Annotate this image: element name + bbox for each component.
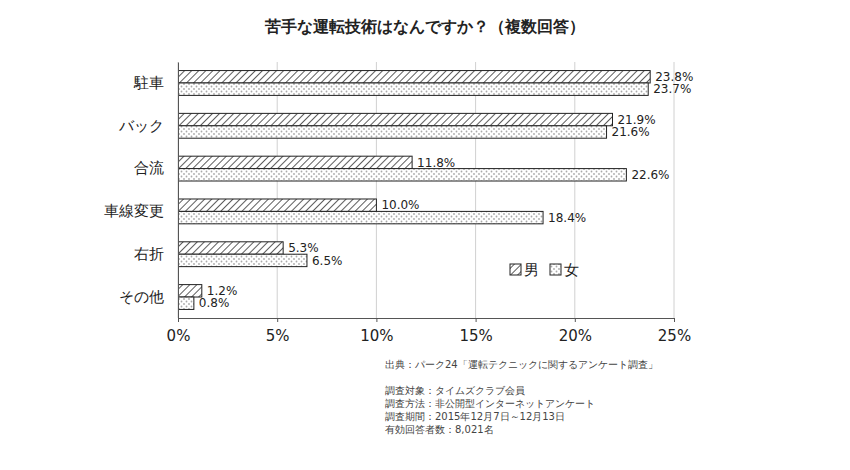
y-tick: 合流	[134, 159, 178, 177]
y-tick-label: 駐車	[133, 74, 164, 92]
y-tick-label: その他	[119, 288, 164, 306]
annotation: 調査期間：2015年12月7日～12月13日	[385, 411, 565, 422]
legend-swatch	[550, 264, 561, 275]
grid-line	[674, 62, 675, 318]
bar	[178, 211, 543, 223]
y-tick-label: 車線変更	[104, 202, 164, 220]
bar	[178, 83, 648, 95]
x-tick-label: 10%	[360, 327, 393, 345]
x-tick: 15%	[459, 318, 492, 345]
x-tick-label: 5%	[266, 327, 290, 345]
y-tick: 右折	[134, 245, 178, 263]
x-tick-mark	[277, 318, 278, 322]
chart: 苦手な運転技術はなんですか？（複数回答）23.8%21.9%11.8%10.0%…	[0, 0, 850, 470]
bar	[178, 199, 376, 211]
y-tick-label: 合流	[134, 159, 164, 177]
bar	[178, 71, 650, 83]
x-axis-line	[179, 318, 675, 319]
bar	[178, 169, 626, 181]
grid	[178, 62, 674, 318]
x-tick-mark	[476, 318, 477, 322]
data-label: 23.7%	[653, 82, 691, 96]
data-label: 21.6%	[612, 125, 650, 139]
bar	[178, 126, 607, 138]
x-tick-mark	[178, 318, 179, 322]
data-label: 0.8%	[199, 296, 230, 310]
legend: 男女	[510, 261, 579, 279]
bars	[178, 71, 650, 310]
bar	[178, 113, 612, 125]
bar	[178, 254, 307, 266]
y-tick: 車線変更	[104, 202, 178, 220]
grid-line	[178, 62, 179, 318]
bar	[178, 297, 194, 309]
data-label: 11.8%	[417, 156, 455, 170]
data-label: 10.0%	[381, 198, 419, 212]
annotations: 出典：パーク24「運転テクニックに関するアンケート調査」調査対象：タイムズクラブ…	[385, 359, 658, 435]
data-label: 6.5%	[312, 254, 343, 268]
data-label: 18.4%	[548, 211, 586, 225]
annotation: 調査方法：非公開型インターネットアンケート	[385, 398, 595, 409]
x-tick-label: 25%	[658, 327, 691, 345]
y-tick-label: バック	[118, 117, 164, 135]
x-tick-mark	[575, 318, 576, 322]
bar	[178, 285, 202, 297]
legend-label: 男	[524, 261, 539, 279]
y-tick: その他	[119, 288, 178, 306]
grid-line	[475, 62, 476, 318]
y-axis: 駐車バック合流車線変更右折その他	[104, 63, 179, 319]
data-labels: 23.8%21.9%11.8%10.0%5.3%1.2%23.7%21.6%22…	[199, 70, 693, 310]
annotation: 出典：パーク24「運転テクニックに関するアンケート調査」	[385, 359, 658, 370]
x-tick: 0%	[167, 318, 191, 345]
bar	[178, 242, 283, 254]
y-axis-line	[178, 63, 179, 319]
bar	[178, 156, 412, 168]
x-tick-mark	[376, 318, 377, 322]
data-label: 22.6%	[631, 168, 669, 182]
x-tick: 10%	[360, 318, 393, 345]
grid-line	[574, 62, 575, 318]
grid-line	[277, 62, 278, 318]
legend-label: 女	[564, 261, 579, 279]
y-tick-label: 右折	[134, 245, 164, 263]
x-axis: 0% 5% 10% 15% 20% 25%	[167, 318, 692, 345]
y-tick: 駐車	[133, 74, 178, 92]
y-tick: バック	[118, 117, 178, 135]
x-tick-label: 20%	[559, 327, 592, 345]
annotation: 有効回答者数：8,021名	[385, 424, 494, 435]
x-tick: 5%	[266, 318, 290, 345]
x-tick-mark	[674, 318, 675, 322]
legend-swatch	[510, 264, 521, 275]
x-tick-label: 0%	[167, 327, 191, 345]
x-tick: 20%	[559, 318, 592, 345]
title: 苦手な運転技術はなんですか？（複数回答）	[264, 17, 585, 36]
x-tick-label: 15%	[459, 327, 492, 345]
grid-line	[376, 62, 377, 318]
x-tick: 25%	[658, 318, 691, 345]
annotation: 調査対象：タイムズクラブ会員	[385, 385, 525, 396]
